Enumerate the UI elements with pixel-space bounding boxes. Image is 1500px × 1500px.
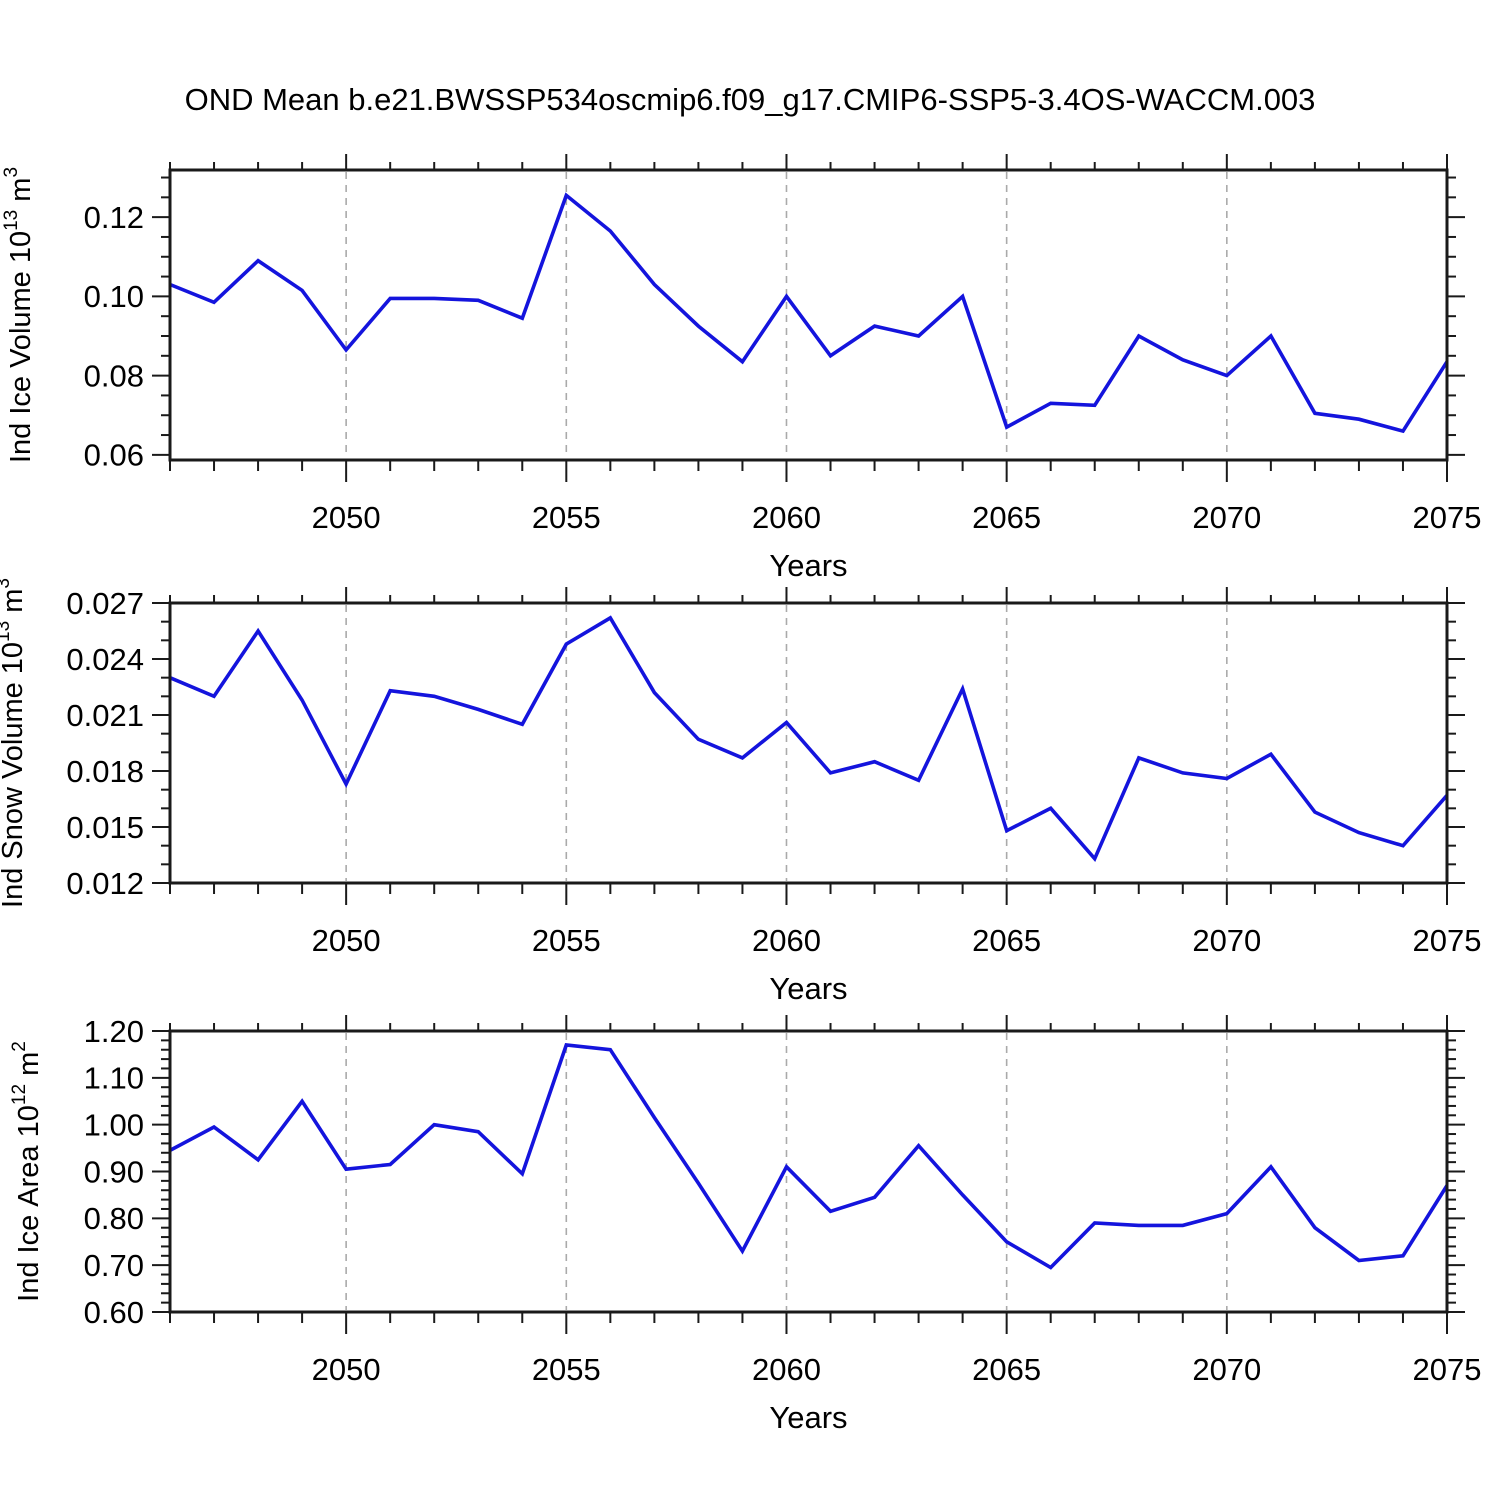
y-tick-label: 0.021 <box>66 698 144 733</box>
axis-box <box>168 168 1449 462</box>
panel-ice-area: 0.60 0.70 0.80 0.90 1.00 1.10 1.20 2050 2055 2060… <box>9 1014 1481 1435</box>
x-tick-label: 2070 <box>1192 1352 1261 1387</box>
x-tick-label: 2060 <box>752 923 821 958</box>
x-tick-label: 2060 <box>752 1352 821 1387</box>
y-tick-label: 1.10 <box>84 1061 144 1096</box>
x-tick-label: 2050 <box>312 1352 381 1387</box>
x-tick-label: 2070 <box>1192 500 1261 535</box>
y-axis <box>152 602 1465 884</box>
y-tick-label: 1.00 <box>84 1108 144 1143</box>
x-tick-label: 2065 <box>972 923 1041 958</box>
x-axis <box>169 154 1448 482</box>
x-tick-labels: 2050 2055 2060 2065 2070 2075 <box>312 1352 1482 1387</box>
chart-title: OND Mean b.e21.BWSSP534oscmip6.f09_g17.C… <box>184 82 1316 117</box>
x-tick-labels: 2050 2055 2060 2065 2070 2075 <box>312 923 1482 958</box>
y-tick-label: 0.024 <box>66 642 144 677</box>
gridlines <box>345 172 1228 458</box>
snow-volume-line <box>169 615 1449 863</box>
x-tick-label: 2075 <box>1413 1352 1482 1387</box>
y-tick-label: 0.018 <box>66 754 144 789</box>
panel-ice-volume: 0.06 0.08 0.10 0.12 2050 2055 2060 2065 2070 2075… <box>1 154 1481 583</box>
y-tick-labels: 0.06 0.08 0.10 0.12 <box>84 200 144 473</box>
y-tick-label: 0.08 <box>84 358 144 393</box>
x-tick-label: 2075 <box>1413 923 1482 958</box>
x-tick-label: 2065 <box>972 1352 1041 1387</box>
x-tick-label: 2065 <box>972 500 1041 535</box>
x-tick-labels: 2050 2055 2060 2065 2070 2075 <box>312 500 1482 535</box>
x-axis-title-ice-volume: Years <box>769 548 847 583</box>
ice-area-line <box>169 1043 1449 1270</box>
x-tick-label: 2070 <box>1192 923 1261 958</box>
y-axis <box>152 176 1465 456</box>
y-tick-label: 0.80 <box>84 1201 144 1236</box>
y-tick-label: 0.027 <box>66 586 144 621</box>
x-tick-label: 2060 <box>752 500 821 535</box>
y-axis-title-ice-area: Ind Ice Area 1012 m2 <box>9 1041 45 1302</box>
x-tick-label: 2050 <box>312 923 381 958</box>
x-tick-label: 2055 <box>532 1352 601 1387</box>
axis-box <box>168 601 1449 885</box>
y-tick-label: 0.60 <box>84 1295 144 1330</box>
y-tick-label: 1.20 <box>84 1014 144 1049</box>
x-axis-title-ice-area: Years <box>769 1400 847 1435</box>
y-tick-label: 0.90 <box>84 1154 144 1189</box>
x-tick-label: 2075 <box>1413 500 1482 535</box>
y-axis <box>152 1030 1465 1313</box>
y-tick-labels: 0.012 0.015 0.018 0.021 0.024 0.027 <box>66 586 144 901</box>
x-tick-label: 2055 <box>532 923 601 958</box>
gridlines <box>345 605 1228 881</box>
gridlines <box>345 1033 1228 1310</box>
y-tick-label: 0.70 <box>84 1248 144 1283</box>
y-tick-label: 0.06 <box>84 438 144 473</box>
x-tick-label: 2050 <box>312 500 381 535</box>
y-tick-label: 0.10 <box>84 279 144 314</box>
x-tick-label: 2055 <box>532 500 601 535</box>
y-tick-label: 0.12 <box>84 200 144 235</box>
x-axis <box>169 587 1448 905</box>
ice-volume-line <box>169 192 1449 434</box>
y-axis-title-ice-volume: Ind Ice Volume 1013 m3 <box>1 167 37 463</box>
y-tick-labels: 0.60 0.70 0.80 0.90 1.00 1.10 1.20 <box>84 1014 144 1330</box>
y-tick-label: 0.015 <box>66 810 144 845</box>
x-axis-title-snow-volume: Years <box>769 971 847 1006</box>
axis-box <box>168 1029 1449 1314</box>
y-axis-title-snow-volume: Ind Snow Volume 1013 m3 <box>0 578 29 908</box>
x-axis <box>169 1015 1448 1334</box>
y-tick-label: 0.012 <box>66 866 144 901</box>
